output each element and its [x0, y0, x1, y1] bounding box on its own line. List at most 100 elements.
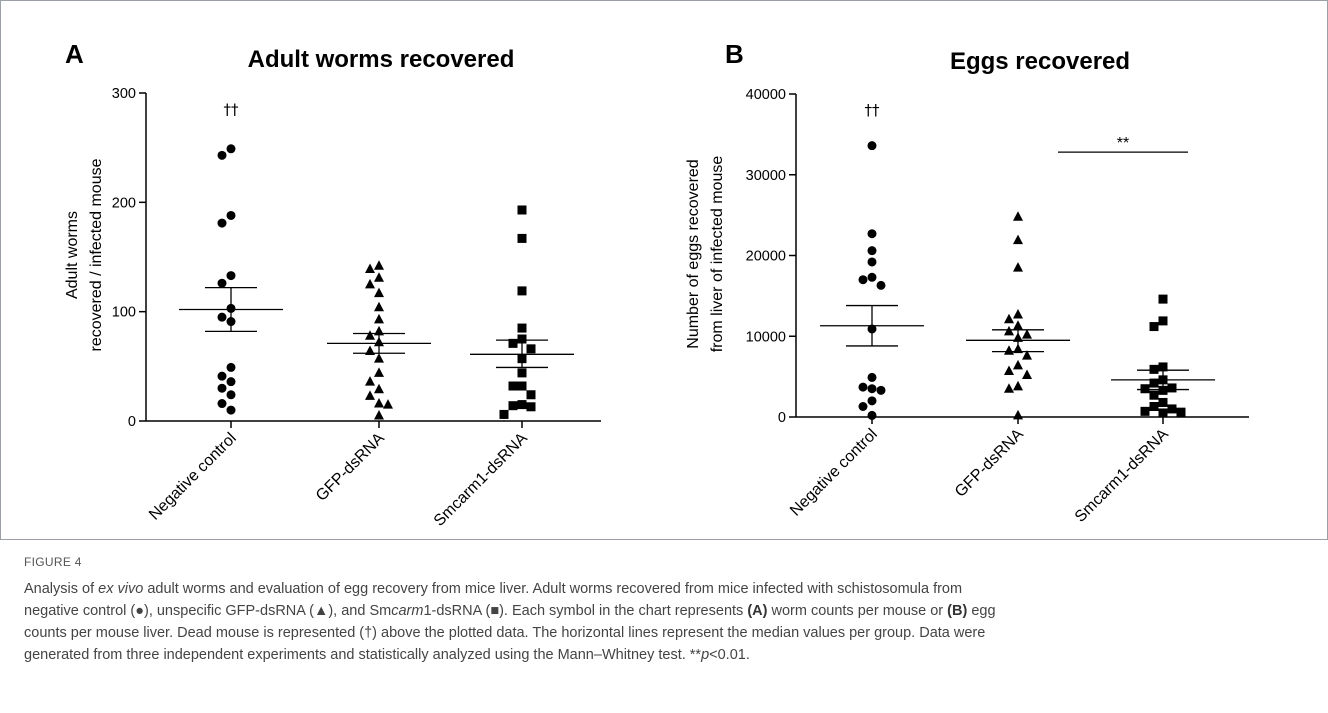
- x-tick-label: GFP-dsRNA: [952, 426, 1027, 501]
- chart-panel-a: A Adult worms recovered Adult worms recover…: [64, 39, 601, 530]
- figure-label: FIGURE 4: [24, 555, 82, 569]
- y-tick-label: 0: [128, 414, 136, 430]
- y-axis-label: Adult worms: [64, 211, 81, 299]
- caption-bold: (A): [747, 603, 768, 619]
- data-point: [374, 353, 384, 363]
- data-point: [517, 381, 527, 391]
- caption-text: <0.01.: [709, 647, 750, 663]
- data-point: [1004, 383, 1014, 393]
- data-point: [858, 382, 868, 392]
- significance-label: **: [1117, 135, 1129, 152]
- data-point: [226, 210, 236, 220]
- data-point: [365, 390, 375, 400]
- data-point: [226, 377, 236, 387]
- caption-text: worm counts per mouse or: [767, 603, 948, 619]
- chart-panel-b: B Eggs recovered Number of eggs recovered f…: [685, 39, 1249, 526]
- data-point: [365, 263, 375, 274]
- y-tick-label: 40000: [746, 87, 786, 103]
- data-point: [526, 344, 536, 354]
- data-point: [374, 398, 384, 408]
- data-point: [1140, 384, 1150, 394]
- data-point: [1149, 390, 1159, 400]
- caption-text: egg: [967, 603, 996, 619]
- data-point: [226, 144, 236, 154]
- data-point: [517, 233, 527, 243]
- data-point: [1004, 365, 1014, 375]
- data-point: [499, 409, 509, 419]
- data-point: [1149, 322, 1159, 332]
- data-point: [1176, 407, 1186, 417]
- data-point: [517, 323, 527, 333]
- data-point: [226, 405, 236, 415]
- data-point: [867, 396, 877, 406]
- data-point: [1013, 409, 1023, 420]
- y-axis-label: recovered / infected mouse: [88, 158, 105, 351]
- data-point: [374, 410, 384, 420]
- data-point: [226, 271, 236, 281]
- x-tick-label: Negative control: [146, 430, 240, 524]
- caption-italic: carm: [391, 603, 424, 619]
- figure-caption: Analysis of ex vivo adult worms and eval…: [24, 578, 1304, 666]
- dead-mouse-annotation: ††: [865, 101, 881, 119]
- data-point: [858, 402, 868, 412]
- data-point: [374, 272, 384, 282]
- data-point: [517, 368, 527, 378]
- data-point: [365, 330, 375, 340]
- data-point: [1013, 380, 1023, 391]
- x-tick-label: Negative control: [787, 426, 881, 520]
- y-tick-label: 300: [112, 86, 136, 102]
- data-point: [1140, 406, 1150, 416]
- data-point: [217, 399, 227, 409]
- data-point: [858, 275, 868, 285]
- y-tick-label: 0: [778, 410, 786, 426]
- data-point: [526, 402, 536, 412]
- caption-text: counts per mouse liver. Dead mouse is re…: [24, 625, 986, 641]
- data-point: [1158, 294, 1168, 304]
- x-tick-label: GFP-dsRNA: [313, 430, 388, 505]
- data-point: [374, 313, 384, 324]
- y-axis-label: from liver of infected mouse: [709, 156, 726, 353]
- chart-title: Adult worms recovered: [248, 46, 515, 73]
- data-point: [1149, 402, 1159, 412]
- data-point: [1013, 359, 1023, 370]
- x-tick-label: Smcarm1-dsRNA: [431, 430, 531, 530]
- chart-title: Eggs recovered: [950, 48, 1130, 75]
- y-tick-label: 100: [112, 305, 136, 321]
- data-point: [508, 381, 518, 391]
- data-point: [876, 385, 886, 395]
- figure-charts: A Adult worms recovered Adult worms recover…: [64, 39, 1249, 530]
- data-point: [374, 367, 384, 377]
- y-axis-label: Number of eggs recovered: [685, 159, 702, 348]
- data-point: [217, 312, 227, 322]
- y-tick-label: 10000: [746, 329, 786, 345]
- data-point: [508, 338, 518, 348]
- data-point: [1158, 316, 1168, 326]
- data-point: [365, 376, 375, 386]
- data-point: [1149, 378, 1159, 388]
- caption-text: Analysis of: [24, 581, 99, 597]
- dead-mouse-annotation: ††: [224, 100, 240, 118]
- caption-text: negative control (●), unspecific GFP-dsR…: [24, 603, 392, 619]
- data-point: [1158, 408, 1168, 418]
- caption-text: adult worms and evaluation of egg recove…: [143, 581, 963, 597]
- caption-italic: p: [701, 647, 710, 663]
- data-point: [217, 371, 227, 381]
- data-point: [867, 229, 877, 239]
- data-point: [1167, 404, 1177, 414]
- data-point: [1004, 313, 1014, 324]
- data-point: [867, 257, 877, 267]
- data-point: [374, 301, 384, 312]
- data-point: [365, 278, 375, 289]
- data-point: [1022, 329, 1032, 339]
- data-point: [1158, 362, 1168, 372]
- data-point: [867, 384, 877, 394]
- data-point: [526, 390, 536, 400]
- y-tick-label: 20000: [746, 249, 786, 265]
- y-tick-label: 30000: [746, 168, 786, 184]
- data-point: [867, 372, 877, 382]
- data-point: [1013, 211, 1023, 221]
- data-point: [217, 278, 227, 288]
- data-point: [374, 287, 384, 298]
- data-point: [1013, 262, 1023, 272]
- data-point: [876, 280, 886, 290]
